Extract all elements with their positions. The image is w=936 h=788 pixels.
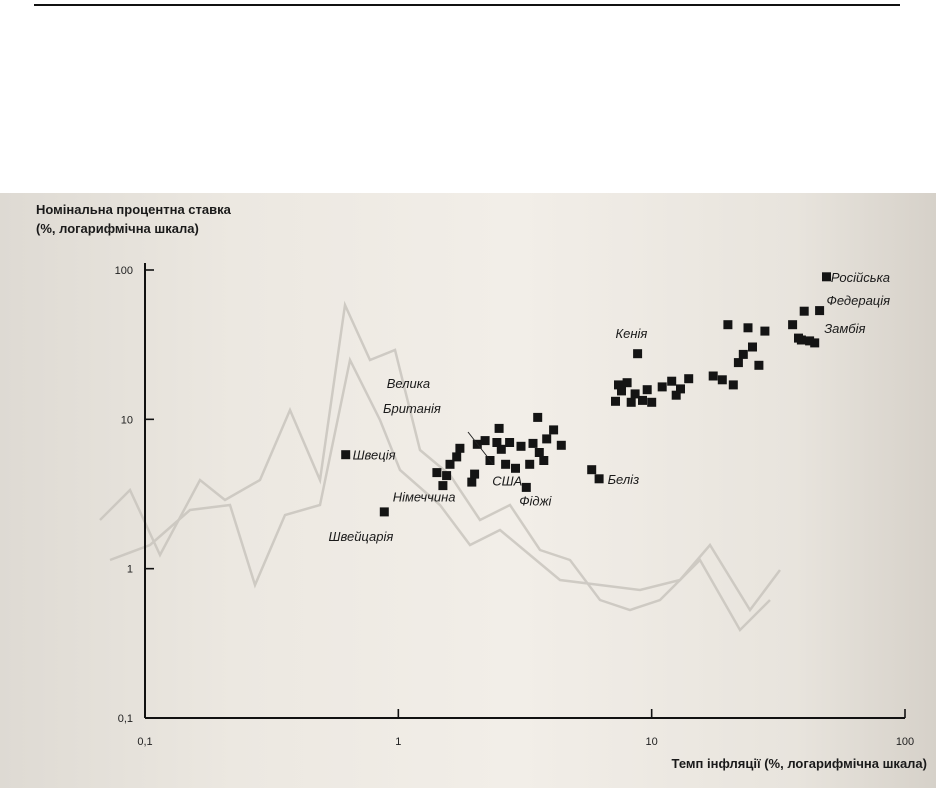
data-point [587, 465, 597, 475]
data-point [728, 380, 738, 390]
data-point [492, 438, 502, 447]
data-point [438, 481, 448, 491]
data-point [796, 335, 806, 345]
y-tick-label: 1 [127, 564, 133, 576]
country-label: Британія [383, 401, 441, 416]
country-label: США [492, 473, 522, 488]
data-point [501, 459, 511, 469]
data-point [539, 456, 549, 465]
country-label: Кенія [616, 326, 648, 341]
data-point [432, 468, 442, 478]
data-point [614, 380, 623, 390]
y-tick-label: 10 [121, 414, 133, 426]
data-point [622, 378, 632, 388]
data-point [733, 358, 743, 368]
data-point [738, 349, 748, 359]
country-label: Беліз [608, 472, 640, 487]
x-tick-label: 1 [395, 736, 401, 748]
data-point [815, 306, 825, 316]
data-point [455, 443, 465, 453]
country-label: Фіджі [519, 494, 552, 509]
data-point [534, 448, 544, 457]
data-point [379, 507, 389, 517]
data-point [533, 412, 543, 422]
data-point [511, 463, 520, 473]
country-label: Швейцарія [329, 529, 394, 544]
data-point [505, 438, 515, 447]
chart-photo-background [0, 193, 936, 788]
x-ticks: 0,1 1 10 100 [137, 709, 914, 748]
data-point [657, 382, 667, 392]
data-point [549, 425, 559, 435]
data-point [788, 320, 798, 330]
x-tick-label: 0,1 [137, 736, 152, 748]
data-point [822, 272, 831, 282]
y-ticks: 100 10 1 0,1 [115, 265, 154, 725]
scatter-points [341, 272, 831, 517]
data-point [799, 306, 809, 316]
data-point [684, 374, 694, 384]
data-point [667, 376, 677, 386]
data-point [470, 469, 480, 479]
country-label: Федерація [827, 293, 891, 308]
data-point [521, 482, 531, 492]
data-point [647, 397, 657, 407]
data-point [748, 342, 757, 352]
data-point [671, 390, 681, 400]
x-tick-label: 10 [646, 736, 658, 748]
y-axis-label-line2: (%, логарифмічна шкала) [36, 221, 199, 236]
background-show-through [99, 300, 781, 633]
data-point [341, 450, 351, 460]
data-point [528, 438, 538, 448]
data-point [617, 386, 626, 396]
data-point [810, 338, 820, 348]
data-point [516, 441, 526, 451]
data-point [445, 459, 455, 469]
data-point [754, 360, 764, 370]
data-point [525, 459, 535, 469]
data-point [626, 397, 636, 407]
annotations: Швеція Швейцарія Велика Британія Німеччина СШ… [329, 270, 891, 544]
y-tick-label: 100 [115, 265, 133, 277]
data-point [594, 474, 604, 484]
data-point [442, 471, 452, 481]
data-point [542, 434, 552, 444]
data-point [611, 396, 620, 406]
data-point [452, 452, 462, 462]
data-point [556, 440, 566, 450]
data-point [676, 384, 685, 394]
country-label: Німеччина [393, 489, 456, 504]
country-label: Російська [831, 270, 890, 285]
country-label: Велика [387, 376, 430, 391]
x-tick-label: 100 [896, 736, 914, 748]
data-point [480, 436, 490, 446]
label-connector-britain [467, 431, 494, 465]
data-point [708, 371, 718, 381]
country-label: Швеція [353, 448, 396, 463]
data-point [467, 477, 477, 487]
data-point [496, 444, 506, 454]
y-tick-label: 0,1 [118, 713, 133, 725]
data-point [717, 375, 727, 385]
data-point [630, 389, 640, 399]
data-point [805, 336, 815, 346]
country-label: Замбія [824, 321, 865, 336]
data-point [494, 423, 504, 433]
data-point [642, 385, 652, 395]
data-point [760, 326, 770, 336]
data-point [638, 395, 647, 405]
x-axis-label: Темп інфляції (%, логарифмічна шкала) [672, 756, 927, 771]
top-rule [34, 4, 900, 6]
data-point [743, 323, 753, 333]
data-point [633, 349, 643, 359]
data-point [723, 320, 733, 330]
y-axis-label-line1: Номінальна процентна ставка [36, 202, 232, 217]
